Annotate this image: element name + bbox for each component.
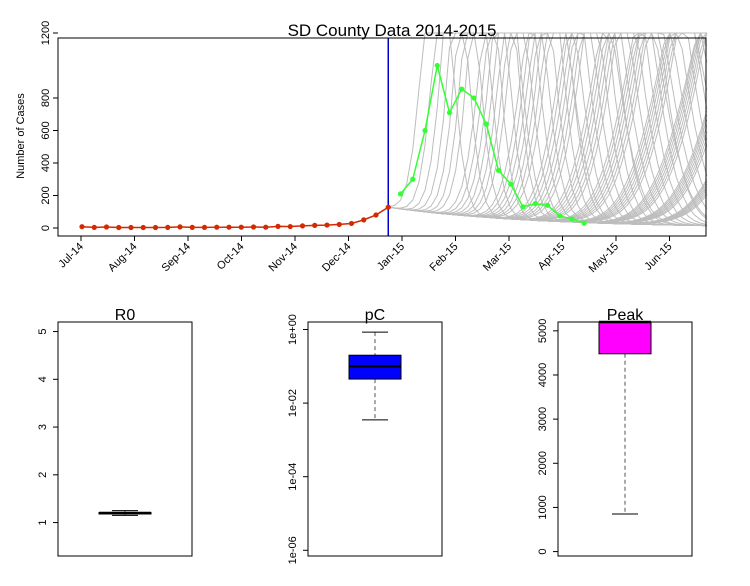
forecast-point: [544, 202, 551, 208]
boxplot-r0: R0 1 2 3 4 5: [37, 307, 193, 557]
forecast-point: [532, 201, 538, 207]
forecast-point: [483, 121, 489, 127]
chart-title: SD County Data 2014-2015: [288, 21, 497, 40]
observed-point: [79, 224, 85, 230]
boxplot-title: pC: [365, 307, 385, 324]
simulation-curve: [388, 194, 708, 225]
y-tick-label: 600: [40, 121, 52, 139]
x-tick-label: Mar-15: [481, 241, 514, 274]
observed-line: [81, 206, 389, 229]
observed-point: [214, 224, 220, 230]
forecast-point: [471, 95, 477, 101]
observed-point: [103, 224, 110, 230]
y-tick-label: 1e-06: [287, 536, 299, 564]
x-tick-label: Nov-14: [267, 241, 301, 275]
y-tick-label: 4000: [537, 363, 549, 387]
timeseries-chart: 0 200 400 600 800 1200 Jul-14 Aug-14 Sep-14 Oct-…: [15, 21, 708, 275]
forecast-point: [557, 213, 563, 219]
forecast-point: [446, 110, 453, 116]
observed-point: [238, 224, 244, 230]
forecast-point: [569, 216, 575, 222]
y-tick-label: 5: [37, 328, 49, 334]
observed-point: [324, 222, 330, 228]
x-tick-label: Jan-15: [375, 241, 407, 273]
boxplot-title: R0: [115, 307, 136, 324]
observed-point: [373, 212, 379, 218]
forecast-point: [397, 191, 404, 197]
forecast-point: [459, 86, 465, 92]
y-tick-label: 3000: [537, 407, 549, 431]
y-tick-label: 0: [40, 225, 52, 231]
observed-point: [361, 217, 367, 223]
forecast-point: [410, 176, 416, 182]
x-tick-label: Feb-15: [427, 241, 460, 274]
observed-point: [263, 224, 269, 230]
y-tick-label: 2000: [537, 451, 549, 475]
observed-point: [116, 224, 122, 231]
observed-point: [250, 224, 257, 230]
forecast-point: [508, 181, 514, 187]
x-tick-label: Sep-14: [160, 241, 194, 275]
x-tick-label: Jun-15: [642, 241, 674, 273]
y-tick-label: 1000: [537, 495, 549, 519]
observed-point: [275, 223, 281, 229]
x-tick-label: Oct-14: [215, 241, 247, 273]
y-tick-label: 200: [40, 186, 52, 204]
observed-point: [299, 223, 306, 229]
observed-point: [287, 223, 293, 230]
plot-frame: [57, 37, 707, 237]
observed-point: [312, 222, 318, 228]
box: [598, 321, 652, 355]
x-tick-label: Dec-14: [320, 241, 354, 275]
forecast-point: [422, 127, 428, 134]
boxplot-peak: Peak 0 1000 2000 3000 4000 5000: [537, 307, 693, 557]
observed-series: [79, 204, 391, 231]
x-tick-label: Apr-15: [536, 241, 568, 273]
observed-point: [189, 224, 195, 230]
forecast-series: [397, 62, 587, 226]
y-tick-label: 1200: [40, 21, 52, 45]
observed-point: [385, 204, 391, 210]
observed-point: [348, 220, 355, 227]
observed-point: [177, 224, 183, 230]
y-tick-label: 5000: [537, 319, 549, 343]
y-tick-label: 3: [37, 424, 49, 430]
y-tick-label: 1: [37, 520, 49, 526]
observed-point: [165, 224, 171, 230]
y-tick-label: 1e+00: [287, 314, 299, 345]
observed-point: [152, 224, 159, 231]
y-tick-label: 800: [40, 89, 52, 107]
forecast-line: [399, 65, 585, 224]
x-axis: Jul-14 Aug-14 Sep-14 Oct-14 Nov-14 Dec-14 Jan-…: [56, 236, 675, 275]
plot-frame: [57, 321, 193, 557]
forecast-point: [581, 220, 587, 226]
y-tick-label: 2: [37, 472, 49, 478]
forecast-point: [495, 167, 502, 173]
y-axis: 0 200 400 600 800 1200: [40, 21, 58, 231]
x-tick-label: May-15: [587, 241, 621, 275]
boxplot-pc: pC 1e-06 1e-04 1e-02 1e+00: [287, 307, 443, 564]
x-tick-label: Aug-14: [106, 241, 140, 275]
y-tick-label: 4: [37, 376, 49, 382]
y-axis-label: Number of Cases: [15, 93, 27, 179]
observed-point: [336, 221, 342, 228]
y-tick-label: 0: [537, 549, 549, 555]
observed-point: [91, 224, 97, 230]
observed-point: [226, 224, 232, 230]
forecast-point: [434, 62, 440, 69]
x-tick-label: Jul-14: [56, 241, 86, 271]
boxplot-title: Peak: [607, 307, 644, 324]
simulation-curves: [388, 32, 708, 227]
observed-point: [201, 224, 208, 230]
observed-point: [140, 224, 146, 231]
y-tick-label: 1e-04: [287, 463, 299, 491]
plot-frame: [307, 321, 443, 557]
y-tick-label: 1e-02: [287, 389, 299, 417]
observed-point: [128, 224, 134, 231]
y-tick-label: 400: [40, 154, 52, 172]
forecast-point: [520, 204, 526, 210]
